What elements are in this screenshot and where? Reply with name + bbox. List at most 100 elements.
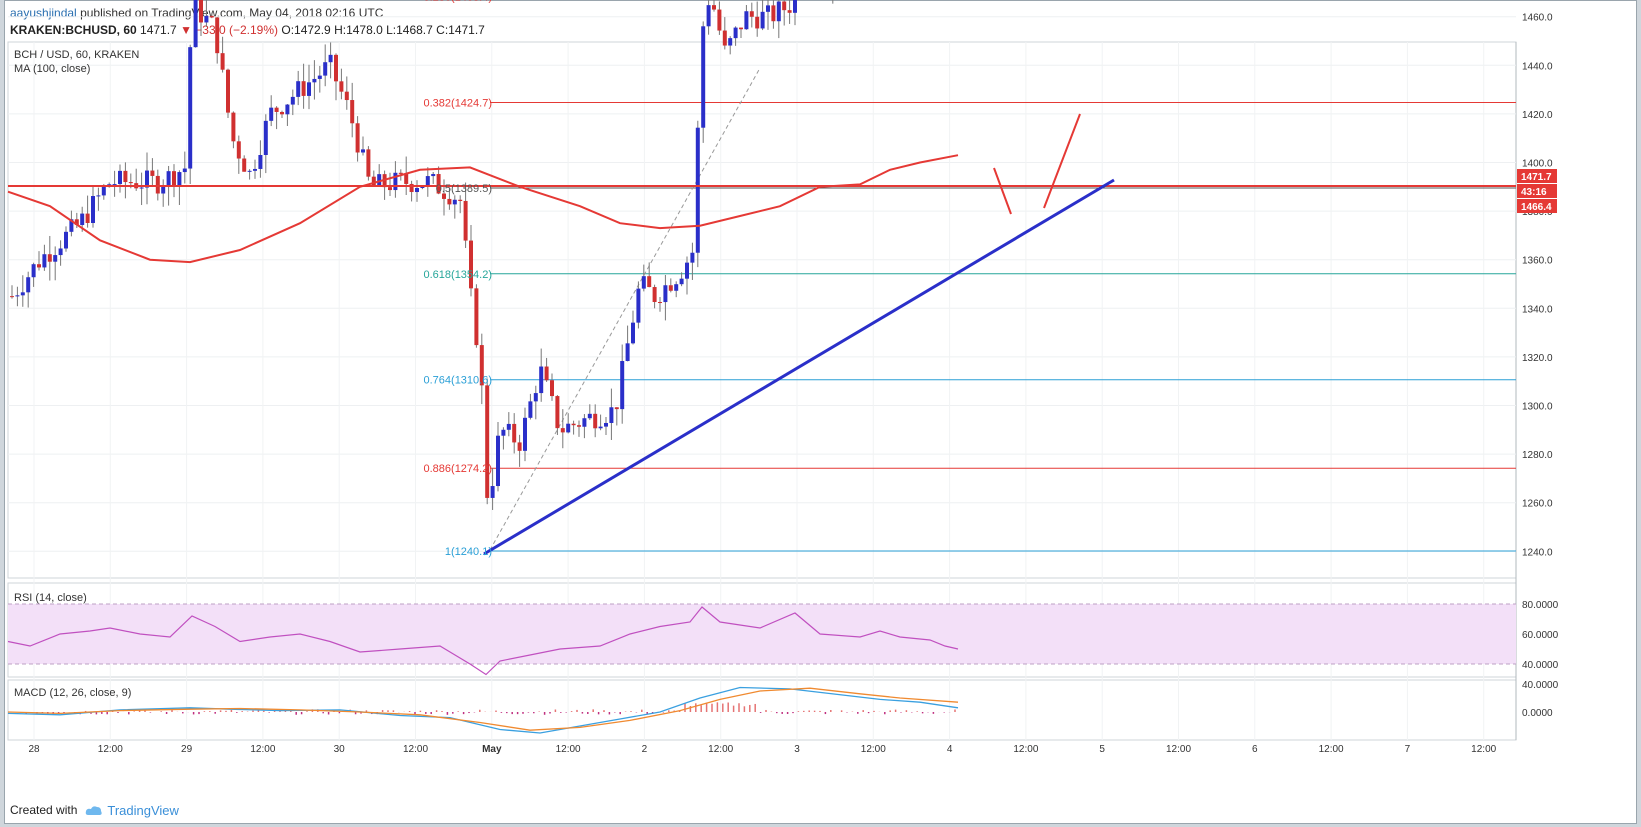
candle-body [388,187,392,191]
fib-level-label: 0.236(1468.4) [424,0,493,3]
fib-labels: 0(1538.9)0.236(1468.4)0.382(1424.7)0.5(1… [424,0,493,558]
candle-body [533,393,538,402]
time-tick-label: 2 [642,744,648,755]
candle-body [555,396,560,429]
candle-body [523,417,527,451]
candle-body [42,254,47,268]
candle-body [755,16,760,29]
candle-body [641,276,646,289]
time-axis[interactable]: 28 12:00 29 12:00 30 12:00 May 12:00 2 12:00 3 12:0… [28,744,1496,755]
candle-body [204,15,209,23]
candle-body [64,231,68,249]
candle-body [452,199,457,205]
candle-body [409,183,414,193]
candle-body [258,155,263,169]
candle-body [425,176,430,187]
candle-body [182,168,187,173]
candle-body [301,81,306,96]
candle-body [609,407,614,423]
macd-pane[interactable] [7,679,1517,741]
candle-body [74,219,79,226]
rsi-line [7,606,959,676]
candle-body [695,127,700,253]
candle-body [604,422,608,427]
time-tick-label: 29 [181,744,193,755]
candle-body [377,174,382,186]
price-tag-bg [1517,184,1557,198]
candle-body [722,30,727,46]
candle-body [776,1,781,22]
price-tick-label: 1460.0 [1522,13,1553,24]
candle-body [652,287,657,303]
time-tick-label: 12:00 [1471,744,1496,755]
candle-body [350,100,355,124]
candle-body [145,170,149,188]
candle-body [280,111,284,115]
candle-body [598,426,603,429]
candle-body [263,120,268,156]
candle-body [344,91,349,101]
candle-body [442,193,446,199]
candle-body [620,361,625,410]
price-axis[interactable]: 1540.01520.01500.01480.01460.01440.01420… [1522,0,1553,559]
fib-anchor-line[interactable] [489,67,761,551]
fib-retracement[interactable] [490,0,1516,552]
candle-body [771,5,776,22]
candle-body [485,385,490,498]
candle-body [47,254,52,262]
candle-body [614,407,619,410]
tradingview-logo[interactable]: TradingView [85,803,179,818]
arrow-up-line[interactable] [1043,113,1081,209]
price-tags: 1471.7 43:16 1466.4 [1517,169,1557,213]
candle-body [550,380,554,397]
candle-body [317,75,322,79]
candle-body [253,168,257,171]
candle-body [112,184,117,186]
candle-body [782,1,787,11]
trend-line[interactable] [483,178,1115,556]
time-tick-label: 12:00 [403,744,428,755]
candle-body [188,47,193,169]
rsi-legend: RSI (14, close) [14,592,87,604]
candle-body [274,107,279,112]
footer: Created with TradingView [10,800,179,820]
candle-body [733,27,738,39]
candle-body [150,170,155,176]
candle-body [501,429,506,436]
candle-body [404,173,409,184]
price-tag-label: 1466.4 [1521,202,1552,213]
candle-body [474,288,479,346]
time-tick-label: May [482,744,502,755]
price-tick-label: 1340.0 [1522,304,1553,315]
main-pane[interactable] [7,41,1517,579]
arrow-down-line[interactable] [993,167,1012,215]
time-tick-label: 12:00 [708,744,733,755]
symbol-name: KRAKEN:BCHUSD, 60 [10,23,137,37]
candle-body [496,435,500,487]
price-tag-bg [1517,199,1557,213]
price-change: ▼ −33.0 (−2.19%) [180,23,279,37]
time-tick-label: 7 [1405,744,1411,755]
candle-body [155,175,160,194]
fib-level-label: 1(1240.1) [445,546,492,558]
signal-line [7,687,959,731]
candle-body [431,174,436,177]
candle-body [53,255,58,262]
fib-level-label: 0.5(1389.5) [436,183,492,195]
candle-body [712,5,716,10]
candle-body [101,186,106,196]
candle-body [625,343,630,362]
candle-body [398,172,403,174]
candle-body [215,17,220,54]
time-tick-label: 30 [334,744,346,755]
macd-line [7,686,959,734]
candle-body [193,0,198,48]
candle-body [787,10,792,13]
candle-body [166,171,171,187]
candle-body [91,196,95,223]
candle-body [658,302,662,304]
candle-body [506,423,511,430]
rsi-tick-label: 80.0000 [1522,600,1559,611]
candle-body [744,11,749,30]
